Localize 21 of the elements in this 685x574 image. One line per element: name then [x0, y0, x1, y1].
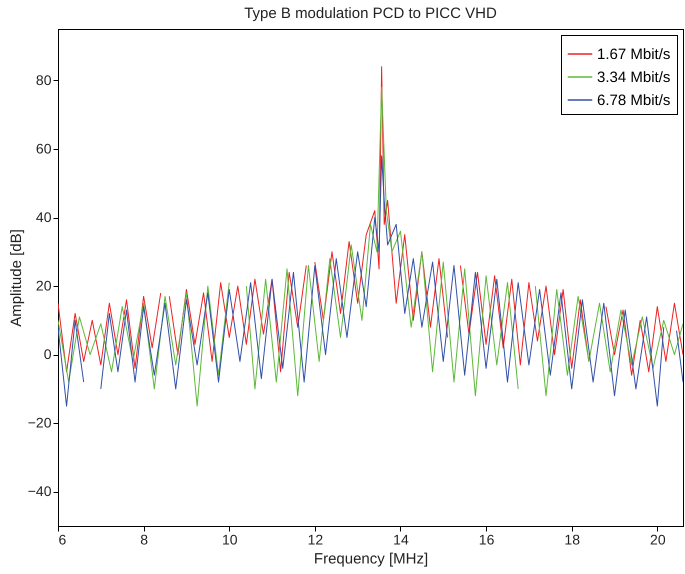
x-tick-label: 18	[564, 532, 580, 548]
x-axis-title: Frequency [MHz]	[314, 550, 428, 568]
y-tick-label: −20	[28, 414, 52, 431]
x-tick-label: 20	[650, 532, 666, 548]
y-tick-label: 40	[36, 209, 52, 226]
y-tick-label: −40	[28, 483, 52, 500]
x-tick-label: 12	[308, 532, 324, 548]
x-tick-label: 6	[58, 532, 66, 548]
x-tick-label: 16	[478, 532, 495, 548]
y-axis-title: Amplitude [dB]	[8, 229, 25, 327]
chart-title: Type B modulation PCD to PICC VHD	[244, 5, 497, 22]
x-tick-label: 10	[222, 532, 238, 548]
y-tick-label: 60	[36, 140, 52, 156]
y-tick-label: 20	[36, 278, 52, 294]
legend-label: 3.34 Mbit/s	[597, 69, 670, 86]
y-tick-label: 80	[36, 72, 52, 88]
legend-label: 6.78 Mbit/s	[597, 92, 670, 109]
x-tick-label: 8	[140, 532, 148, 548]
legend-label: 1.67 Mbit/s	[597, 46, 670, 63]
x-tick-label: 14	[393, 532, 409, 548]
y-tick-label: 0	[44, 346, 52, 362]
